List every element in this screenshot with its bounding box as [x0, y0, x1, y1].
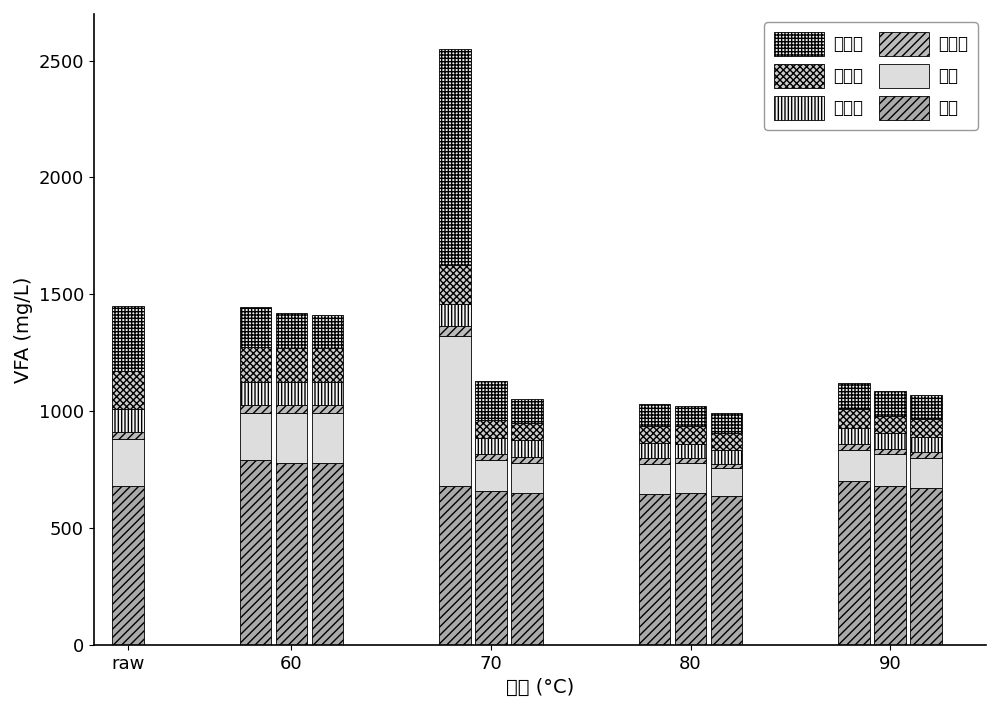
- Bar: [838, 450, 870, 481]
- Bar: [874, 391, 906, 416]
- Bar: [112, 432, 144, 439]
- Bar: [639, 443, 670, 458]
- Bar: [838, 409, 870, 427]
- Bar: [439, 49, 471, 265]
- Bar: [475, 381, 507, 420]
- Y-axis label: VFA (mg/L): VFA (mg/L): [14, 276, 33, 383]
- Bar: [475, 420, 507, 438]
- Bar: [112, 371, 144, 409]
- Bar: [439, 304, 471, 326]
- Bar: [511, 463, 543, 493]
- Bar: [240, 347, 271, 382]
- Bar: [675, 444, 706, 458]
- Bar: [276, 382, 307, 405]
- Bar: [312, 463, 343, 645]
- Bar: [874, 454, 906, 486]
- Bar: [910, 437, 942, 452]
- Bar: [838, 444, 870, 450]
- Bar: [910, 488, 942, 645]
- Bar: [276, 313, 307, 348]
- Bar: [675, 407, 706, 427]
- Bar: [439, 336, 471, 486]
- Bar: [439, 265, 471, 304]
- Bar: [874, 416, 906, 433]
- Bar: [276, 414, 307, 463]
- Bar: [475, 454, 507, 460]
- Bar: [475, 491, 507, 645]
- Bar: [511, 456, 543, 463]
- Bar: [711, 414, 742, 433]
- Bar: [312, 382, 343, 405]
- Bar: [711, 496, 742, 645]
- Bar: [910, 458, 942, 488]
- Bar: [838, 481, 870, 645]
- Bar: [112, 486, 144, 645]
- Bar: [112, 409, 144, 432]
- X-axis label: 温度 (°C): 温度 (°C): [506, 678, 574, 697]
- Bar: [312, 414, 343, 463]
- Bar: [439, 326, 471, 336]
- Bar: [475, 460, 507, 491]
- Bar: [475, 438, 507, 454]
- Bar: [240, 414, 271, 460]
- Bar: [675, 427, 706, 444]
- Bar: [276, 348, 307, 382]
- Bar: [838, 427, 870, 444]
- Bar: [312, 348, 343, 382]
- Bar: [276, 405, 307, 414]
- Bar: [711, 433, 742, 450]
- Bar: [112, 306, 144, 371]
- Bar: [511, 440, 543, 456]
- Bar: [910, 395, 942, 419]
- Bar: [312, 316, 343, 348]
- Bar: [675, 463, 706, 493]
- Bar: [240, 307, 271, 347]
- Bar: [910, 419, 942, 437]
- Bar: [639, 404, 670, 427]
- Bar: [711, 469, 742, 496]
- Bar: [874, 486, 906, 645]
- Bar: [639, 458, 670, 464]
- Bar: [675, 458, 706, 463]
- Bar: [511, 493, 543, 645]
- Bar: [439, 486, 471, 645]
- Bar: [312, 405, 343, 414]
- Bar: [639, 494, 670, 645]
- Bar: [511, 400, 543, 423]
- Legend: 正戊酸, 异戊酸, 正丁酸, 异丁酸, 丙酸, 乙酸: 正戊酸, 异戊酸, 正丁酸, 异丁酸, 丙酸, 乙酸: [764, 22, 978, 129]
- Bar: [838, 383, 870, 409]
- Bar: [910, 452, 942, 458]
- Bar: [639, 427, 670, 443]
- Bar: [240, 460, 271, 645]
- Bar: [874, 449, 906, 454]
- Bar: [711, 450, 742, 464]
- Bar: [240, 405, 271, 414]
- Bar: [240, 382, 271, 405]
- Bar: [639, 464, 670, 494]
- Bar: [511, 423, 543, 440]
- Bar: [675, 493, 706, 645]
- Bar: [711, 464, 742, 469]
- Bar: [874, 433, 906, 449]
- Bar: [276, 463, 307, 645]
- Bar: [112, 439, 144, 486]
